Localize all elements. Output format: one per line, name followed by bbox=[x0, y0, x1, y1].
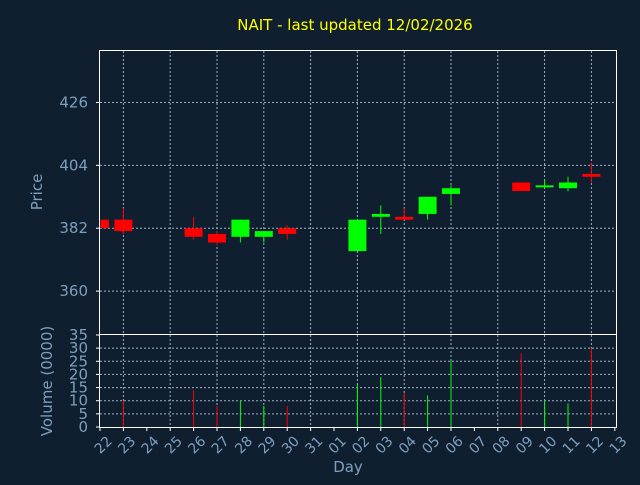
candle-body bbox=[254, 231, 273, 237]
candle-body bbox=[512, 182, 531, 192]
x-axis-label: Day bbox=[333, 458, 363, 476]
volume-tick-label: 25 bbox=[69, 352, 88, 370]
candle-body bbox=[582, 173, 601, 177]
volume-tick-label: 0 bbox=[78, 418, 88, 436]
price-tick-label: 382 bbox=[59, 219, 88, 237]
candle-body bbox=[559, 182, 577, 189]
volume-tick-label: 10 bbox=[69, 392, 88, 410]
price-tick-label: 360 bbox=[59, 282, 88, 300]
candle-body bbox=[395, 216, 414, 220]
candle-body bbox=[114, 219, 133, 232]
volume-tick-label: 5 bbox=[78, 405, 88, 423]
price-tick-label: 426 bbox=[59, 93, 88, 111]
price-tick-label: 404 bbox=[59, 156, 88, 174]
candle-body bbox=[348, 219, 367, 252]
candle-body bbox=[535, 185, 554, 188]
candle-body bbox=[101, 219, 109, 229]
candle-body bbox=[442, 188, 460, 194]
volume-tick-label: 30 bbox=[69, 339, 88, 357]
candle-body bbox=[231, 219, 250, 237]
candle-body bbox=[371, 213, 390, 217]
volume-tick-label: 15 bbox=[69, 379, 88, 397]
price-axis-ticks: 360 382 404 426 bbox=[59, 93, 100, 300]
candle-body bbox=[208, 233, 226, 243]
volume-panel-frame bbox=[99, 334, 617, 428]
volume-bars bbox=[122, 348, 592, 427]
candle-body bbox=[278, 228, 297, 234]
chart-title: NAIT - last updated 12/02/2026 bbox=[237, 16, 472, 34]
volume-tick-label: 20 bbox=[69, 365, 88, 383]
candle-body bbox=[418, 196, 437, 214]
candlesticks bbox=[99, 162, 601, 252]
y-axis-label: Price bbox=[28, 174, 46, 211]
candle-body bbox=[184, 228, 203, 237]
volume-axis-label: Volume (0000) bbox=[38, 326, 56, 436]
volume-tick-label: 35 bbox=[69, 326, 88, 344]
